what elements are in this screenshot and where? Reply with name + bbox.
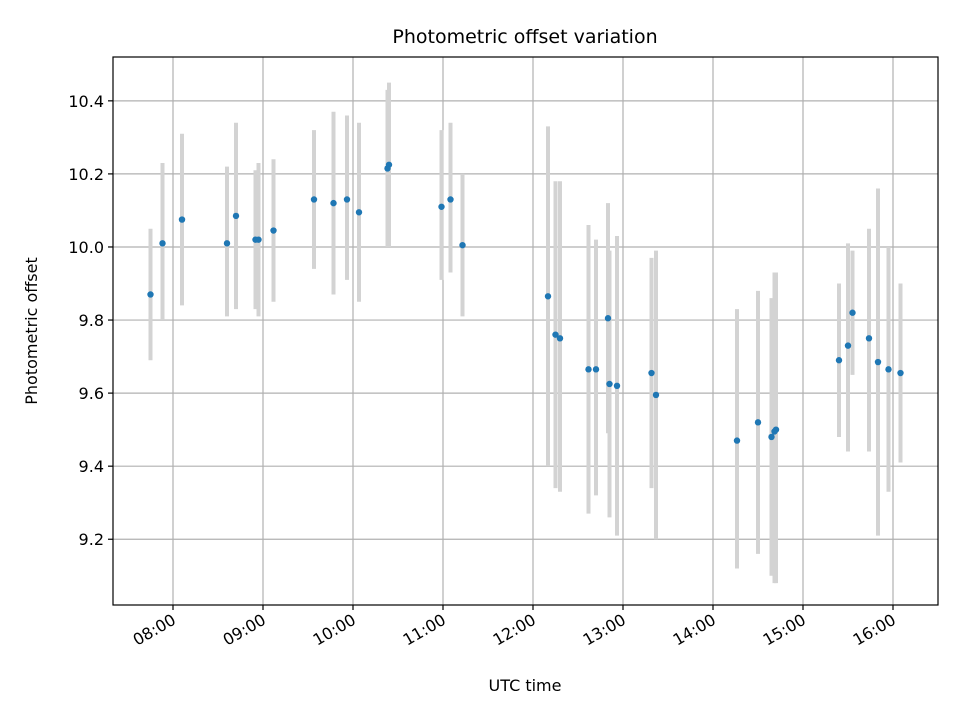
data-point [768,433,775,441]
data-point [606,380,613,388]
data-point [355,209,363,216]
data-point [835,357,843,364]
data-points [147,161,904,444]
data-point [232,212,240,220]
y-tick-label: 9.2 [79,530,104,549]
data-point [552,331,559,338]
grid-lines [113,57,938,605]
chart-title: Photometric offset variation [392,26,657,48]
y-tick-label: 10.2 [68,165,104,184]
data-point [385,161,393,168]
data-point [897,369,904,377]
y-axis-label: Photometric offset [22,257,41,405]
data-point [652,391,660,399]
data-point [178,216,186,223]
plot-frame [112,56,939,606]
data-point [648,369,655,377]
data-point [772,426,780,433]
data-point [255,236,262,243]
data-point [556,335,564,342]
data-point [459,241,466,249]
y-tick-label: 10.4 [68,92,104,111]
data-point [733,437,741,444]
data-point [604,315,612,322]
data-point [343,196,351,203]
y-tick-label: 9.4 [79,457,104,476]
y-tick-label: 10.0 [68,238,104,257]
x-axis-label: UTC time [489,676,562,695]
data-point [613,382,621,389]
data-point [865,335,873,342]
y-tick-label: 9.8 [79,311,104,330]
data-point [270,227,277,234]
data-point [585,366,592,373]
data-point [438,203,445,210]
data-point [754,419,762,426]
data-point [447,196,454,203]
data-point [885,366,892,373]
data-point [874,358,882,366]
data-point [544,293,552,300]
data-point [147,291,154,298]
data-point [223,240,231,247]
data-point [592,366,600,373]
data-point [844,342,852,349]
data-point [330,199,337,207]
data-point [310,196,318,203]
data-point [849,309,856,316]
data-point [159,240,166,247]
y-tick-label: 9.6 [79,384,104,403]
